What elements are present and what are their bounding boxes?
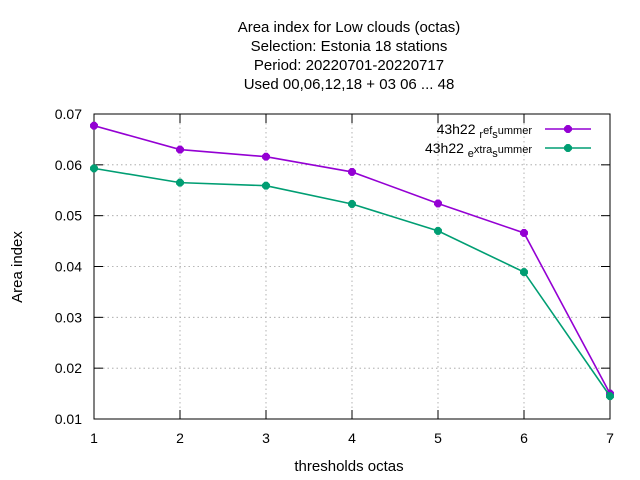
legend-marker <box>564 144 572 152</box>
data-point <box>348 168 356 176</box>
series-1 <box>90 121 614 398</box>
data-point <box>520 268 528 277</box>
title-line-4: Used 00,06,12,18 + 03 06 ... 48 <box>244 76 455 93</box>
series-group <box>90 121 614 401</box>
data-point <box>434 226 442 235</box>
x-tick-label: 6 <box>520 430 528 446</box>
legend-item: 43h22 refsummer <box>437 121 591 141</box>
plot-border <box>93 113 611 420</box>
x-tick-label: 4 <box>348 430 356 446</box>
data-point <box>348 200 356 208</box>
data-point <box>434 199 442 208</box>
y-tick-label: 0.05 <box>55 208 82 224</box>
y-tick-label: 0.04 <box>55 259 82 275</box>
x-tick-label: 1 <box>90 430 98 446</box>
legend-label: 43h22 refsummer <box>437 121 533 141</box>
legend-marker <box>564 125 572 133</box>
legend-item: 43h22 extrasummer <box>425 140 591 160</box>
data-point <box>176 178 184 187</box>
data-point <box>90 121 98 130</box>
y-tick-label: 0.06 <box>55 157 82 173</box>
tick-labels: 0.01 0.02 0.03 0.04 0.05 0.06 0.07 1 2 3 4 5 6 7 <box>55 106 614 446</box>
x-tick-label: 2 <box>176 430 184 446</box>
data-point <box>606 392 614 401</box>
grid <box>94 114 610 419</box>
data-point <box>176 145 184 154</box>
chart-title: Area index for Low clouds (octas) Select… <box>238 19 461 93</box>
data-point <box>90 164 98 173</box>
data-point <box>520 229 528 237</box>
y-tick-label: 0.07 <box>55 106 82 122</box>
y-tick-label: 0.02 <box>55 360 82 376</box>
x-tick-label: 3 <box>262 430 270 446</box>
data-point <box>262 152 270 161</box>
x-tick-label: 7 <box>606 430 614 446</box>
y-axis-label: Area index <box>9 231 26 303</box>
y-tick-label: 0.01 <box>55 411 82 427</box>
y-tick-label: 0.03 <box>55 309 82 325</box>
legend-label: 43h22 extrasummer <box>425 140 532 160</box>
x-tick-label: 5 <box>434 430 442 446</box>
data-point <box>262 181 270 190</box>
series-2 <box>90 164 614 401</box>
title-line-3: Period: 20220701-20220717 <box>254 57 444 74</box>
x-axis-label: thresholds octas <box>294 458 403 475</box>
title-line-1: Area index for Low clouds (octas) <box>238 19 461 36</box>
title-line-2: Selection: Estonia 18 stations <box>251 38 448 55</box>
